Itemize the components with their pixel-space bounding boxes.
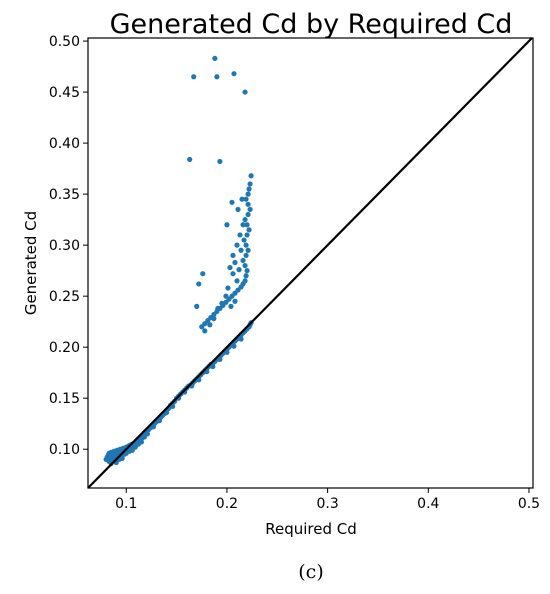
- scatter-point: [194, 303, 200, 309]
- scatter-point: [217, 158, 223, 165]
- x-axis-ticks: 0.1 0.2 0.3 0.4 0.5: [115, 488, 540, 512]
- scatter-point: [240, 257, 246, 264]
- scatter-point: [245, 201, 251, 207]
- scatter-point: [235, 206, 241, 213]
- scatter-point: [219, 300, 225, 306]
- y-tick-label: 0.45: [49, 85, 80, 101]
- scatter-point: [217, 356, 223, 363]
- y-tick-label: 0.15: [49, 391, 80, 407]
- x-tick-label: 0.1: [115, 496, 137, 512]
- y-tick-label: 0.40: [49, 136, 80, 152]
- scatter-point: [215, 305, 221, 312]
- scatter-point: [242, 262, 248, 269]
- scatter-point: [247, 181, 253, 187]
- scatter-point: [230, 252, 236, 258]
- scatter-point: [119, 455, 125, 462]
- scatter-point: [227, 264, 233, 271]
- scatter-point: [200, 271, 206, 277]
- y-axis-label: Generated Cd: [22, 211, 40, 315]
- scatter-point: [211, 316, 217, 322]
- scatter-point: [210, 363, 216, 370]
- scatter-point: [225, 285, 231, 291]
- scatter-point: [191, 74, 197, 80]
- scatter-point: [236, 267, 242, 273]
- scatter-point: [238, 336, 244, 342]
- scatter-point: [214, 74, 220, 80]
- scatter-point: [141, 434, 147, 440]
- scatter-point: [150, 424, 157, 430]
- scatter-point: [242, 278, 248, 284]
- scatter-point: [245, 211, 251, 218]
- chart-title: Generated Cd by Required Cd: [110, 9, 513, 40]
- scatter-point: [248, 173, 254, 179]
- scatter-point: [244, 268, 250, 274]
- scatter-point: [230, 271, 236, 277]
- scatter-point: [238, 247, 244, 253]
- scatter-point: [234, 278, 240, 284]
- scatter-point: [247, 206, 253, 213]
- y-tick-label: 0.25: [49, 289, 80, 305]
- y-tick-label: 0.50: [49, 34, 80, 50]
- scatter-point: [156, 418, 163, 424]
- scatter-point: [246, 227, 252, 233]
- x-tick-label: 0.5: [518, 496, 540, 512]
- x-tick-label: 0.3: [316, 496, 338, 512]
- scatter-point: [243, 273, 249, 279]
- plot-area: [87, 37, 534, 489]
- scatter-point: [231, 71, 237, 77]
- scatter-point: [234, 242, 240, 248]
- scatter-point: [187, 156, 193, 163]
- plot-frame: [87, 37, 534, 489]
- scatter-point: [129, 447, 135, 453]
- scatter-point: [196, 281, 202, 287]
- y-axis-ticks: 0.10 0.15 0.20 0.25 0.30 0.35 0.40 0.45 0.50: [49, 34, 88, 458]
- scatter-point: [232, 298, 238, 304]
- scatter-point: [240, 222, 246, 228]
- scatter-point: [242, 217, 248, 223]
- scatter-markers: [103, 55, 254, 467]
- scatter-point: [244, 222, 250, 228]
- y-tick-label: 0.10: [49, 442, 80, 458]
- x-axis-label: Required Cd: [265, 520, 357, 538]
- scatter-point: [241, 237, 247, 243]
- scatter-point: [245, 247, 251, 253]
- scatter-point: [246, 186, 252, 192]
- scatter-point: [243, 196, 249, 202]
- scatter-point: [244, 232, 250, 238]
- y-tick-label: 0.20: [49, 340, 80, 356]
- scatter-point: [242, 89, 248, 95]
- x-tick-label: 0.4: [417, 496, 439, 512]
- identity-reference-line: [87, 37, 533, 489]
- scatter-point: [228, 303, 234, 309]
- scatter-point: [239, 196, 245, 202]
- scatter-point: [224, 222, 230, 228]
- y-tick-label: 0.35: [49, 187, 80, 203]
- scatter-point: [231, 343, 237, 349]
- scatter-point: [243, 252, 249, 258]
- scatter-point: [243, 242, 249, 248]
- figure-caption: (c): [298, 561, 323, 583]
- scatter-point: [223, 293, 229, 299]
- x-tick-label: 0.2: [216, 496, 238, 512]
- y-tick-label: 0.30: [49, 238, 80, 254]
- scatter-point: [237, 232, 243, 238]
- scatter-point: [212, 55, 218, 62]
- scatter-point: [224, 349, 230, 355]
- scatter-point: [207, 322, 213, 328]
- scatter-point: [202, 328, 208, 334]
- scatter-point: [245, 191, 251, 197]
- scatter-point: [232, 259, 238, 266]
- scatter-point: [229, 199, 235, 205]
